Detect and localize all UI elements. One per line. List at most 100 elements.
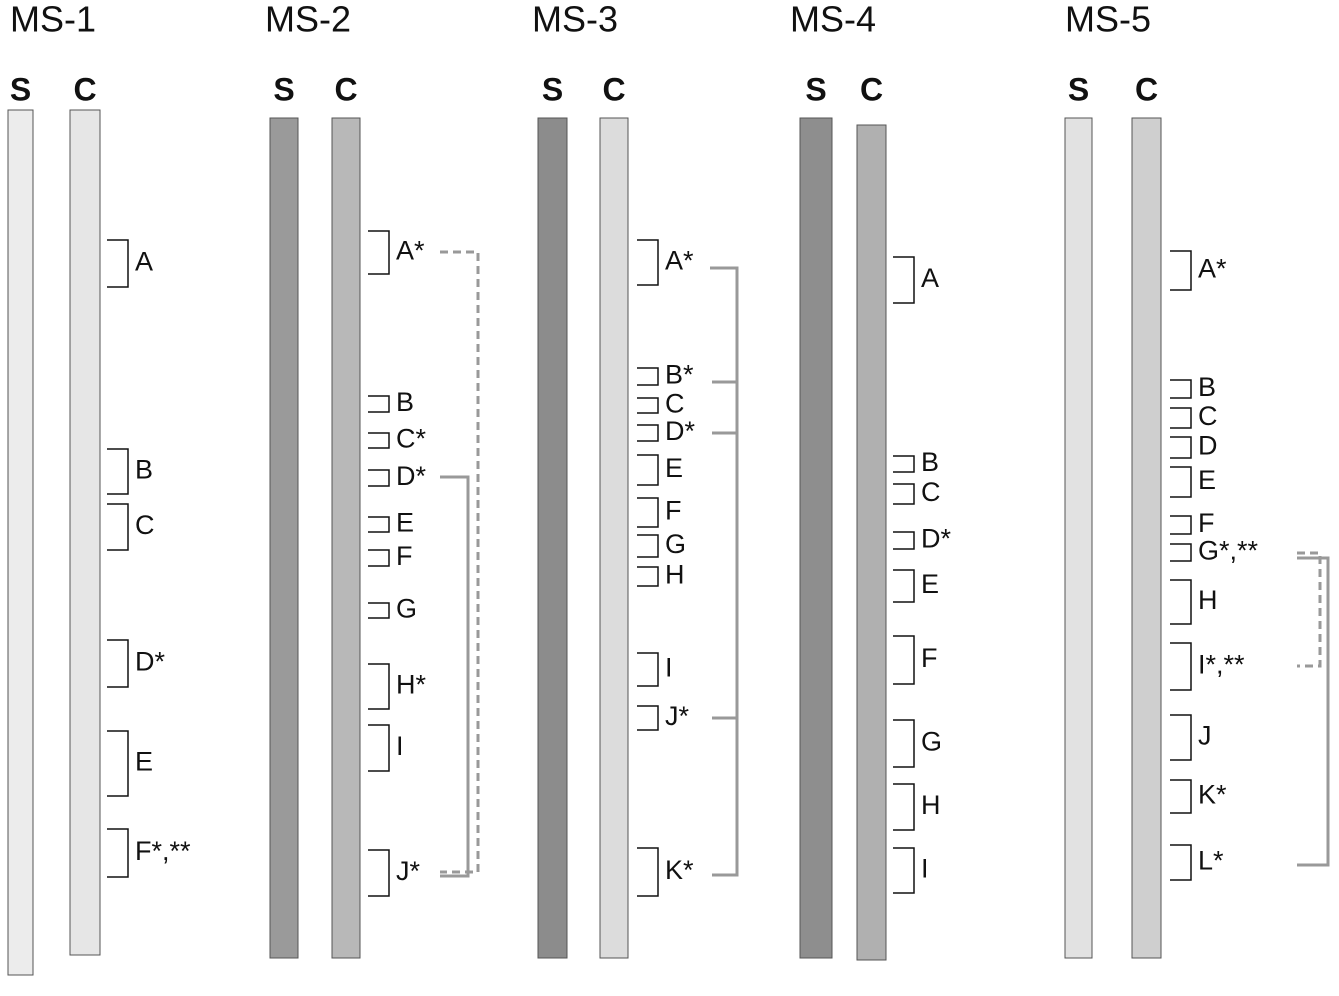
- band-bracket: [107, 639, 129, 688]
- lane-label: S: [542, 71, 563, 107]
- band-label: G: [665, 529, 686, 559]
- panel-title: MS-3: [532, 0, 618, 40]
- lane-label: C: [1135, 71, 1158, 107]
- band-bracket: [893, 783, 915, 831]
- band-bracket: [637, 239, 659, 286]
- lane-label: C: [860, 71, 883, 107]
- lane-label: C: [334, 71, 357, 107]
- band-label: A*: [1198, 254, 1227, 284]
- band-label: K*: [1198, 780, 1227, 810]
- connector: [1297, 556, 1330, 867]
- band-bracket: [893, 483, 915, 505]
- band-label: B*: [665, 360, 694, 390]
- strip: [599, 117, 629, 959]
- band-label: G: [921, 727, 942, 757]
- band-label: A: [135, 247, 153, 277]
- band-label: D: [1198, 431, 1218, 461]
- band-label: E: [396, 508, 414, 538]
- band-bracket: [107, 448, 129, 495]
- strip: [856, 124, 887, 961]
- panel-title: MS-2: [265, 0, 351, 40]
- band-label: A: [921, 263, 939, 293]
- band-label: E: [921, 569, 939, 599]
- strip: [69, 109, 101, 956]
- band-label: K*: [665, 855, 694, 885]
- band-bracket: [368, 230, 390, 275]
- band-bracket: [368, 724, 390, 772]
- band-bracket: [637, 454, 659, 486]
- band-bracket: [368, 469, 390, 487]
- band-label: D*: [921, 524, 951, 554]
- band-label: E: [135, 747, 153, 777]
- band-label: D*: [396, 461, 426, 491]
- band-label: H: [921, 790, 941, 820]
- band-bracket: [637, 367, 659, 386]
- band-label: B: [396, 387, 414, 417]
- band-label: C: [1198, 401, 1218, 431]
- band-label: B: [135, 455, 153, 485]
- band-label: H: [665, 560, 685, 590]
- connector: [440, 250, 480, 874]
- lane-label: S: [1068, 71, 1089, 107]
- band-bracket: [1170, 515, 1192, 535]
- band-bracket: [637, 424, 659, 442]
- band-bracket: [893, 719, 915, 768]
- band-bracket: [1170, 844, 1192, 881]
- band-label: A*: [665, 246, 694, 276]
- band-bracket: [368, 663, 390, 710]
- band-label: F*,**: [135, 836, 191, 866]
- band-label: L*: [1198, 846, 1224, 876]
- band-label: A*: [396, 236, 425, 266]
- band-label: F: [921, 643, 938, 673]
- lane-label: S: [10, 71, 31, 107]
- band-label: J*: [665, 701, 690, 731]
- band-bracket: [893, 455, 915, 473]
- band-label: G*,**: [1198, 536, 1259, 566]
- band-bracket: [637, 497, 659, 528]
- band-bracket: [107, 239, 129, 288]
- band-label: D*: [665, 416, 695, 446]
- lane-label: C: [73, 71, 96, 107]
- band-bracket: [368, 395, 390, 413]
- band-label: I: [396, 731, 404, 761]
- strip: [7, 109, 34, 976]
- band-bracket: [637, 652, 659, 687]
- band-bracket: [107, 828, 129, 878]
- strip: [1131, 117, 1162, 959]
- lane-label: S: [805, 71, 826, 107]
- band-bracket: [107, 730, 129, 797]
- band-label: E: [1198, 465, 1216, 495]
- band-label: I*,**: [1198, 650, 1245, 680]
- band-label: C: [921, 477, 941, 507]
- band-label: F: [665, 496, 682, 526]
- lane-label: C: [602, 71, 625, 107]
- band-label: C*: [396, 424, 426, 454]
- lane-label: S: [273, 71, 294, 107]
- band-bracket: [1170, 436, 1192, 459]
- band-bracket: [1170, 407, 1192, 429]
- strip: [331, 117, 361, 959]
- band-bracket: [1170, 543, 1192, 562]
- band-bracket: [368, 432, 390, 449]
- band-bracket: [1170, 466, 1192, 498]
- connector: [710, 266, 739, 877]
- band-bracket: [368, 516, 390, 533]
- band-label: C: [135, 510, 155, 540]
- panel-title: MS-1: [10, 0, 96, 40]
- band-bracket: [893, 256, 915, 304]
- band-bracket: [1170, 714, 1192, 761]
- band-bracket: [1170, 642, 1192, 691]
- band-bracket: [1170, 779, 1192, 814]
- band-label: I: [665, 653, 673, 683]
- band-bracket: [893, 847, 915, 894]
- band-bracket: [893, 569, 915, 603]
- band-bracket: [1170, 250, 1192, 291]
- band-bracket: [368, 602, 390, 619]
- band-label: C: [665, 389, 685, 419]
- panel-title: MS-4: [790, 0, 876, 40]
- band-label: F: [1198, 508, 1215, 538]
- band-label: D*: [135, 647, 165, 677]
- strip: [537, 117, 568, 959]
- band-label: H: [1198, 585, 1218, 615]
- band-label: H*: [396, 670, 426, 700]
